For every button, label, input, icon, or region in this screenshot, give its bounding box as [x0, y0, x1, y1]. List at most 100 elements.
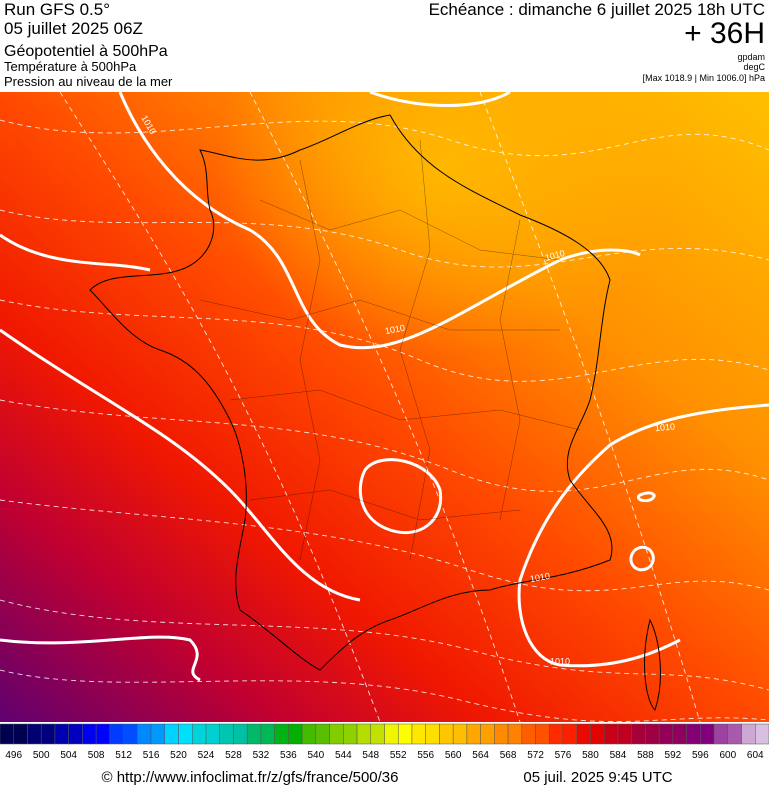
colorbar-label: 596: [692, 750, 709, 761]
colorbar-label: 532: [253, 750, 270, 761]
colorbar-swatch: [178, 723, 193, 745]
colorbar-swatch: [439, 723, 454, 745]
colorbar-swatch: [82, 723, 97, 745]
colorbar-swatch: [549, 723, 564, 745]
colorbar-swatch: [755, 723, 769, 745]
colorbar-label: 564: [472, 750, 489, 761]
lead-time: + 36H: [684, 17, 765, 50]
colorbar-swatch: [452, 723, 468, 745]
colorbar-label: 500: [33, 750, 50, 761]
colorbar-swatch: [713, 723, 729, 745]
colorbar-swatch: [164, 723, 179, 745]
colorbar-label: 584: [610, 750, 627, 761]
colorbar-swatch: [741, 723, 756, 745]
colorbar-swatch: [40, 723, 56, 745]
colorbar-swatch: [260, 723, 275, 745]
colorbar-swatch: [631, 723, 646, 745]
colorbar-swatch: [466, 723, 481, 745]
colorbar-swatch: [425, 723, 440, 745]
field-3: Pression au niveau de la mer: [4, 74, 173, 89]
colorbar-label: 544: [335, 750, 352, 761]
colorbar-swatch: [137, 723, 152, 745]
unit: gpdam: [737, 52, 765, 62]
colorbar-label: 516: [143, 750, 160, 761]
colorbar-swatch: [109, 723, 124, 745]
colorbar-label: 592: [665, 750, 682, 761]
colorbar-swatch: [356, 723, 372, 745]
colorbar-label: 560: [445, 750, 462, 761]
colorbar-swatch: [54, 723, 69, 745]
colorbar-swatch: [645, 723, 660, 745]
colorbar-label: 576: [555, 750, 572, 761]
colorbar-swatch: [658, 723, 674, 745]
colorbar-swatch: [192, 723, 207, 745]
colorbar-swatch: [219, 723, 234, 745]
colorbar-label: 528: [225, 750, 242, 761]
colorbar-swatch: [301, 723, 317, 745]
colorbar-swatch: [123, 723, 138, 745]
colorbar-swatch: [246, 723, 262, 745]
colorbar-swatch: [617, 723, 632, 745]
colorbar-swatch: [521, 723, 536, 745]
run-date: 05 juillet 2025 06Z: [4, 19, 143, 38]
colorbar-swatch: [480, 723, 495, 745]
colorbar-label: 556: [417, 750, 434, 761]
colorbar-swatch: [95, 723, 111, 745]
isobar-label: 1010: [655, 422, 676, 434]
colorbar-swatch: [535, 723, 550, 745]
colorbar-swatch: [27, 723, 42, 745]
colorbar-swatch: [68, 723, 83, 745]
colorbar-label: 604: [747, 750, 764, 761]
colorbar-swatch: [672, 723, 687, 745]
field-2: Température à 500hPa: [4, 59, 137, 74]
colorbar-label: 548: [362, 750, 379, 761]
colorbar-label: 588: [637, 750, 654, 761]
colorbar-label: 552: [390, 750, 407, 761]
colorbar-swatch: [603, 723, 619, 745]
colorbar-swatch: [562, 723, 578, 745]
colorbar-swatch: [411, 723, 426, 745]
isobar-label: 1010: [550, 656, 570, 666]
colorbar-label: 580: [582, 750, 599, 761]
unit: degC: [743, 62, 765, 72]
colorbar-swatch: [370, 723, 385, 745]
colorbar-swatch: [384, 723, 399, 745]
colorbar-label: 504: [60, 750, 77, 761]
colorbar-swatch: [288, 723, 303, 745]
unit: [Max 1018.9 | Min 1006.0] hPa: [643, 73, 765, 83]
colorbar-label: 540: [307, 750, 324, 761]
isobar-label: 1010: [384, 323, 405, 336]
colorbar-swatch: [205, 723, 220, 745]
colorbar-swatch: [315, 723, 330, 745]
isobar-label: 1010: [529, 571, 550, 584]
colorbar-label: 496: [5, 750, 22, 761]
colorbar-swatch: [686, 723, 701, 745]
colorbar-swatch: [233, 723, 248, 745]
footer-url: © http://www.infoclimat.fr/z/gfs/france/…: [101, 769, 398, 786]
colorbar-label: 508: [88, 750, 105, 761]
colorbar-swatch: [0, 723, 14, 745]
field-1: Géopotentiel à 500hPa: [4, 43, 168, 60]
colorbar-swatch: [576, 723, 591, 745]
colorbar-swatch: [590, 723, 605, 745]
colorbar-swatch: [329, 723, 344, 745]
run-title: Run GFS 0.5°: [4, 0, 110, 19]
colorbar-label: 600: [719, 750, 736, 761]
colorbar-swatch: [150, 723, 166, 745]
colorbar-label: 520: [170, 750, 187, 761]
colorbar-swatch: [343, 723, 358, 745]
colorbar-label: 536: [280, 750, 297, 761]
colorbar-swatch: [700, 723, 715, 745]
colorbar-swatch: [727, 723, 742, 745]
colorbar-swatch: [397, 723, 413, 745]
footer-timestamp: 05 juil. 2025 9:45 UTC: [523, 769, 672, 786]
colorbar-label: 512: [115, 750, 132, 761]
colorbar-swatch: [494, 723, 509, 745]
colorbar-label: 572: [527, 750, 544, 761]
colorbar-label: 524: [198, 750, 215, 761]
colorbar-label: 568: [500, 750, 517, 761]
colorbar-swatch: [507, 723, 523, 745]
